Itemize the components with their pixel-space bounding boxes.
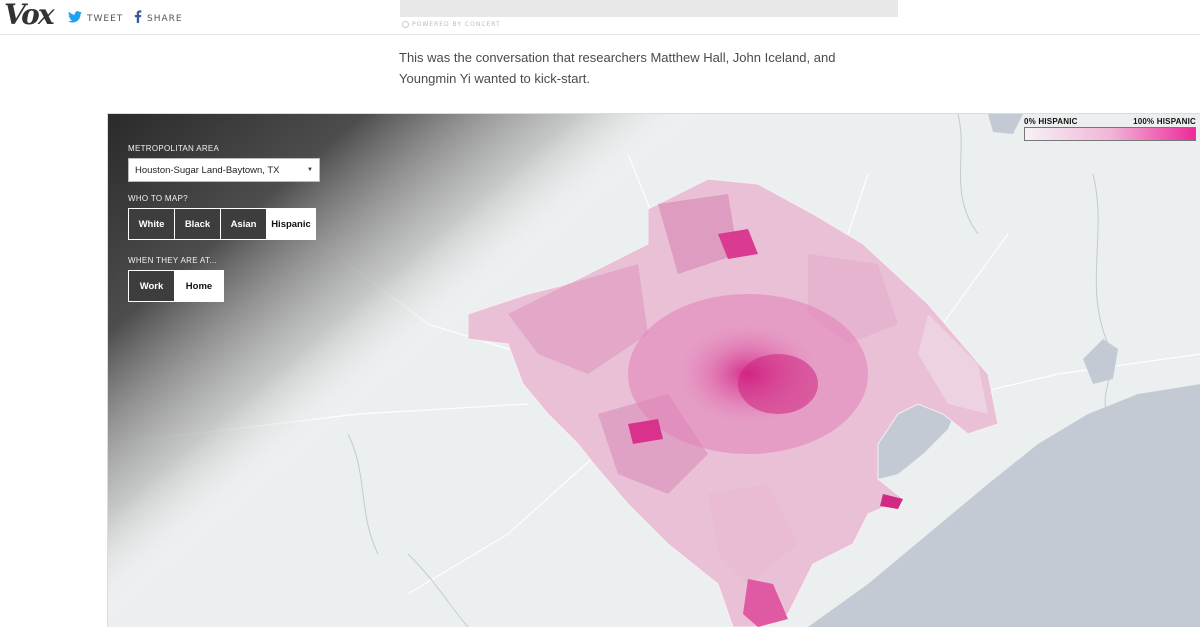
legend-min-label: 0% HISPANIC: [1024, 117, 1078, 126]
legend-max-label: 100% HISPANIC: [1133, 117, 1196, 126]
who-to-map-label: WHO TO MAP?: [128, 194, 188, 203]
twitter-icon: [68, 10, 82, 28]
houston-metro-region: [467, 178, 999, 627]
who-button-white[interactable]: White: [129, 209, 175, 239]
share-button[interactable]: SHARE: [134, 10, 183, 28]
metro-area-label: METROPOLITAN AREA: [128, 144, 220, 153]
who-button-hispanic[interactable]: Hispanic: [267, 209, 315, 239]
article-paragraph: This was the conversation that researche…: [399, 50, 836, 86]
ad-powered-by: POWERED BY CONCERT: [402, 21, 501, 28]
legend-color-bar: [1024, 127, 1196, 141]
ad-slot[interactable]: [400, 0, 898, 17]
map-controls: METROPOLITAN AREA Houston-Sugar Land-Bay…: [128, 144, 320, 302]
metro-area-value: Houston-Sugar Land-Baytown, TX: [135, 164, 280, 176]
vox-logo[interactable]: Vox: [4, 0, 55, 31]
who-button-asian[interactable]: Asian: [221, 209, 267, 239]
share-label: SHARE: [147, 14, 183, 24]
map-legend: 0% HISPANIC 100% HISPANIC: [1024, 117, 1196, 141]
facebook-icon: [134, 10, 142, 28]
when-group: Work Home: [128, 270, 224, 302]
ad-powered-by-text: POWERED BY CONCERT: [412, 21, 501, 28]
metro-area-select[interactable]: Houston-Sugar Land-Baytown, TX ▼: [128, 158, 320, 182]
when-button-work[interactable]: Work: [129, 271, 175, 301]
when-button-home[interactable]: Home: [175, 271, 223, 301]
who-to-map-group: White Black Asian Hispanic: [128, 208, 316, 240]
chevron-down-icon: ▼: [307, 167, 313, 173]
tweet-label: TWEET: [87, 14, 124, 24]
when-label: WHEN THEY ARE AT...: [128, 256, 217, 265]
interactive-map[interactable]: METROPOLITAN AREA Houston-Sugar Land-Bay…: [107, 113, 1200, 627]
concert-icon: [402, 21, 409, 28]
who-button-black[interactable]: Black: [175, 209, 221, 239]
tweet-button[interactable]: TWEET: [68, 10, 123, 28]
map-canvas[interactable]: [108, 114, 1200, 627]
